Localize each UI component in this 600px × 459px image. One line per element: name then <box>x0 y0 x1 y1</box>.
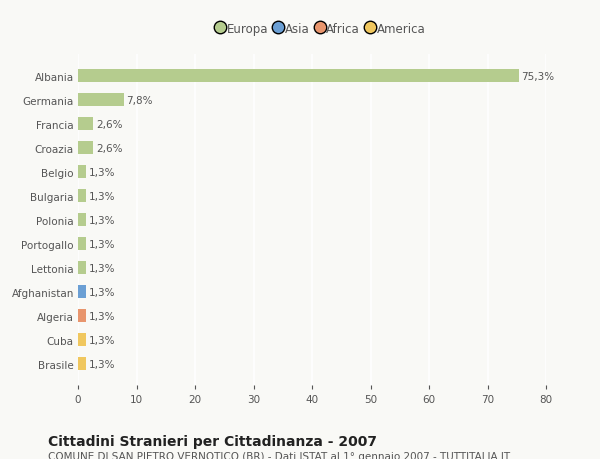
Text: Cittadini Stranieri per Cittadinanza - 2007: Cittadini Stranieri per Cittadinanza - 2… <box>48 434 377 448</box>
Bar <box>78 70 518 83</box>
Bar <box>78 309 86 323</box>
Bar <box>78 190 86 203</box>
Text: 1,3%: 1,3% <box>89 359 115 369</box>
Legend: Europa, Asia, Africa, America: Europa, Asia, Africa, America <box>213 18 430 40</box>
Bar <box>78 118 93 131</box>
Bar <box>78 238 86 251</box>
Bar <box>78 142 93 155</box>
Text: 2,6%: 2,6% <box>96 144 122 153</box>
Bar <box>78 94 124 107</box>
Bar <box>78 262 86 275</box>
Bar <box>78 285 86 299</box>
Text: 1,3%: 1,3% <box>89 287 115 297</box>
Text: 75,3%: 75,3% <box>521 72 554 82</box>
Text: COMUNE DI SAN PIETRO VERNOTICO (BR) - Dati ISTAT al 1° gennaio 2007 - TUTTITALIA: COMUNE DI SAN PIETRO VERNOTICO (BR) - Da… <box>48 451 510 459</box>
Text: 7,8%: 7,8% <box>127 95 153 106</box>
Text: 1,3%: 1,3% <box>89 335 115 345</box>
Text: 1,3%: 1,3% <box>89 239 115 249</box>
Bar <box>78 166 86 179</box>
Bar <box>78 214 86 227</box>
Text: 2,6%: 2,6% <box>96 120 122 129</box>
Text: 1,3%: 1,3% <box>89 311 115 321</box>
Text: 1,3%: 1,3% <box>89 215 115 225</box>
Text: 1,3%: 1,3% <box>89 191 115 202</box>
Bar <box>78 333 86 347</box>
Text: 1,3%: 1,3% <box>89 263 115 273</box>
Bar <box>78 358 86 370</box>
Text: 1,3%: 1,3% <box>89 168 115 178</box>
